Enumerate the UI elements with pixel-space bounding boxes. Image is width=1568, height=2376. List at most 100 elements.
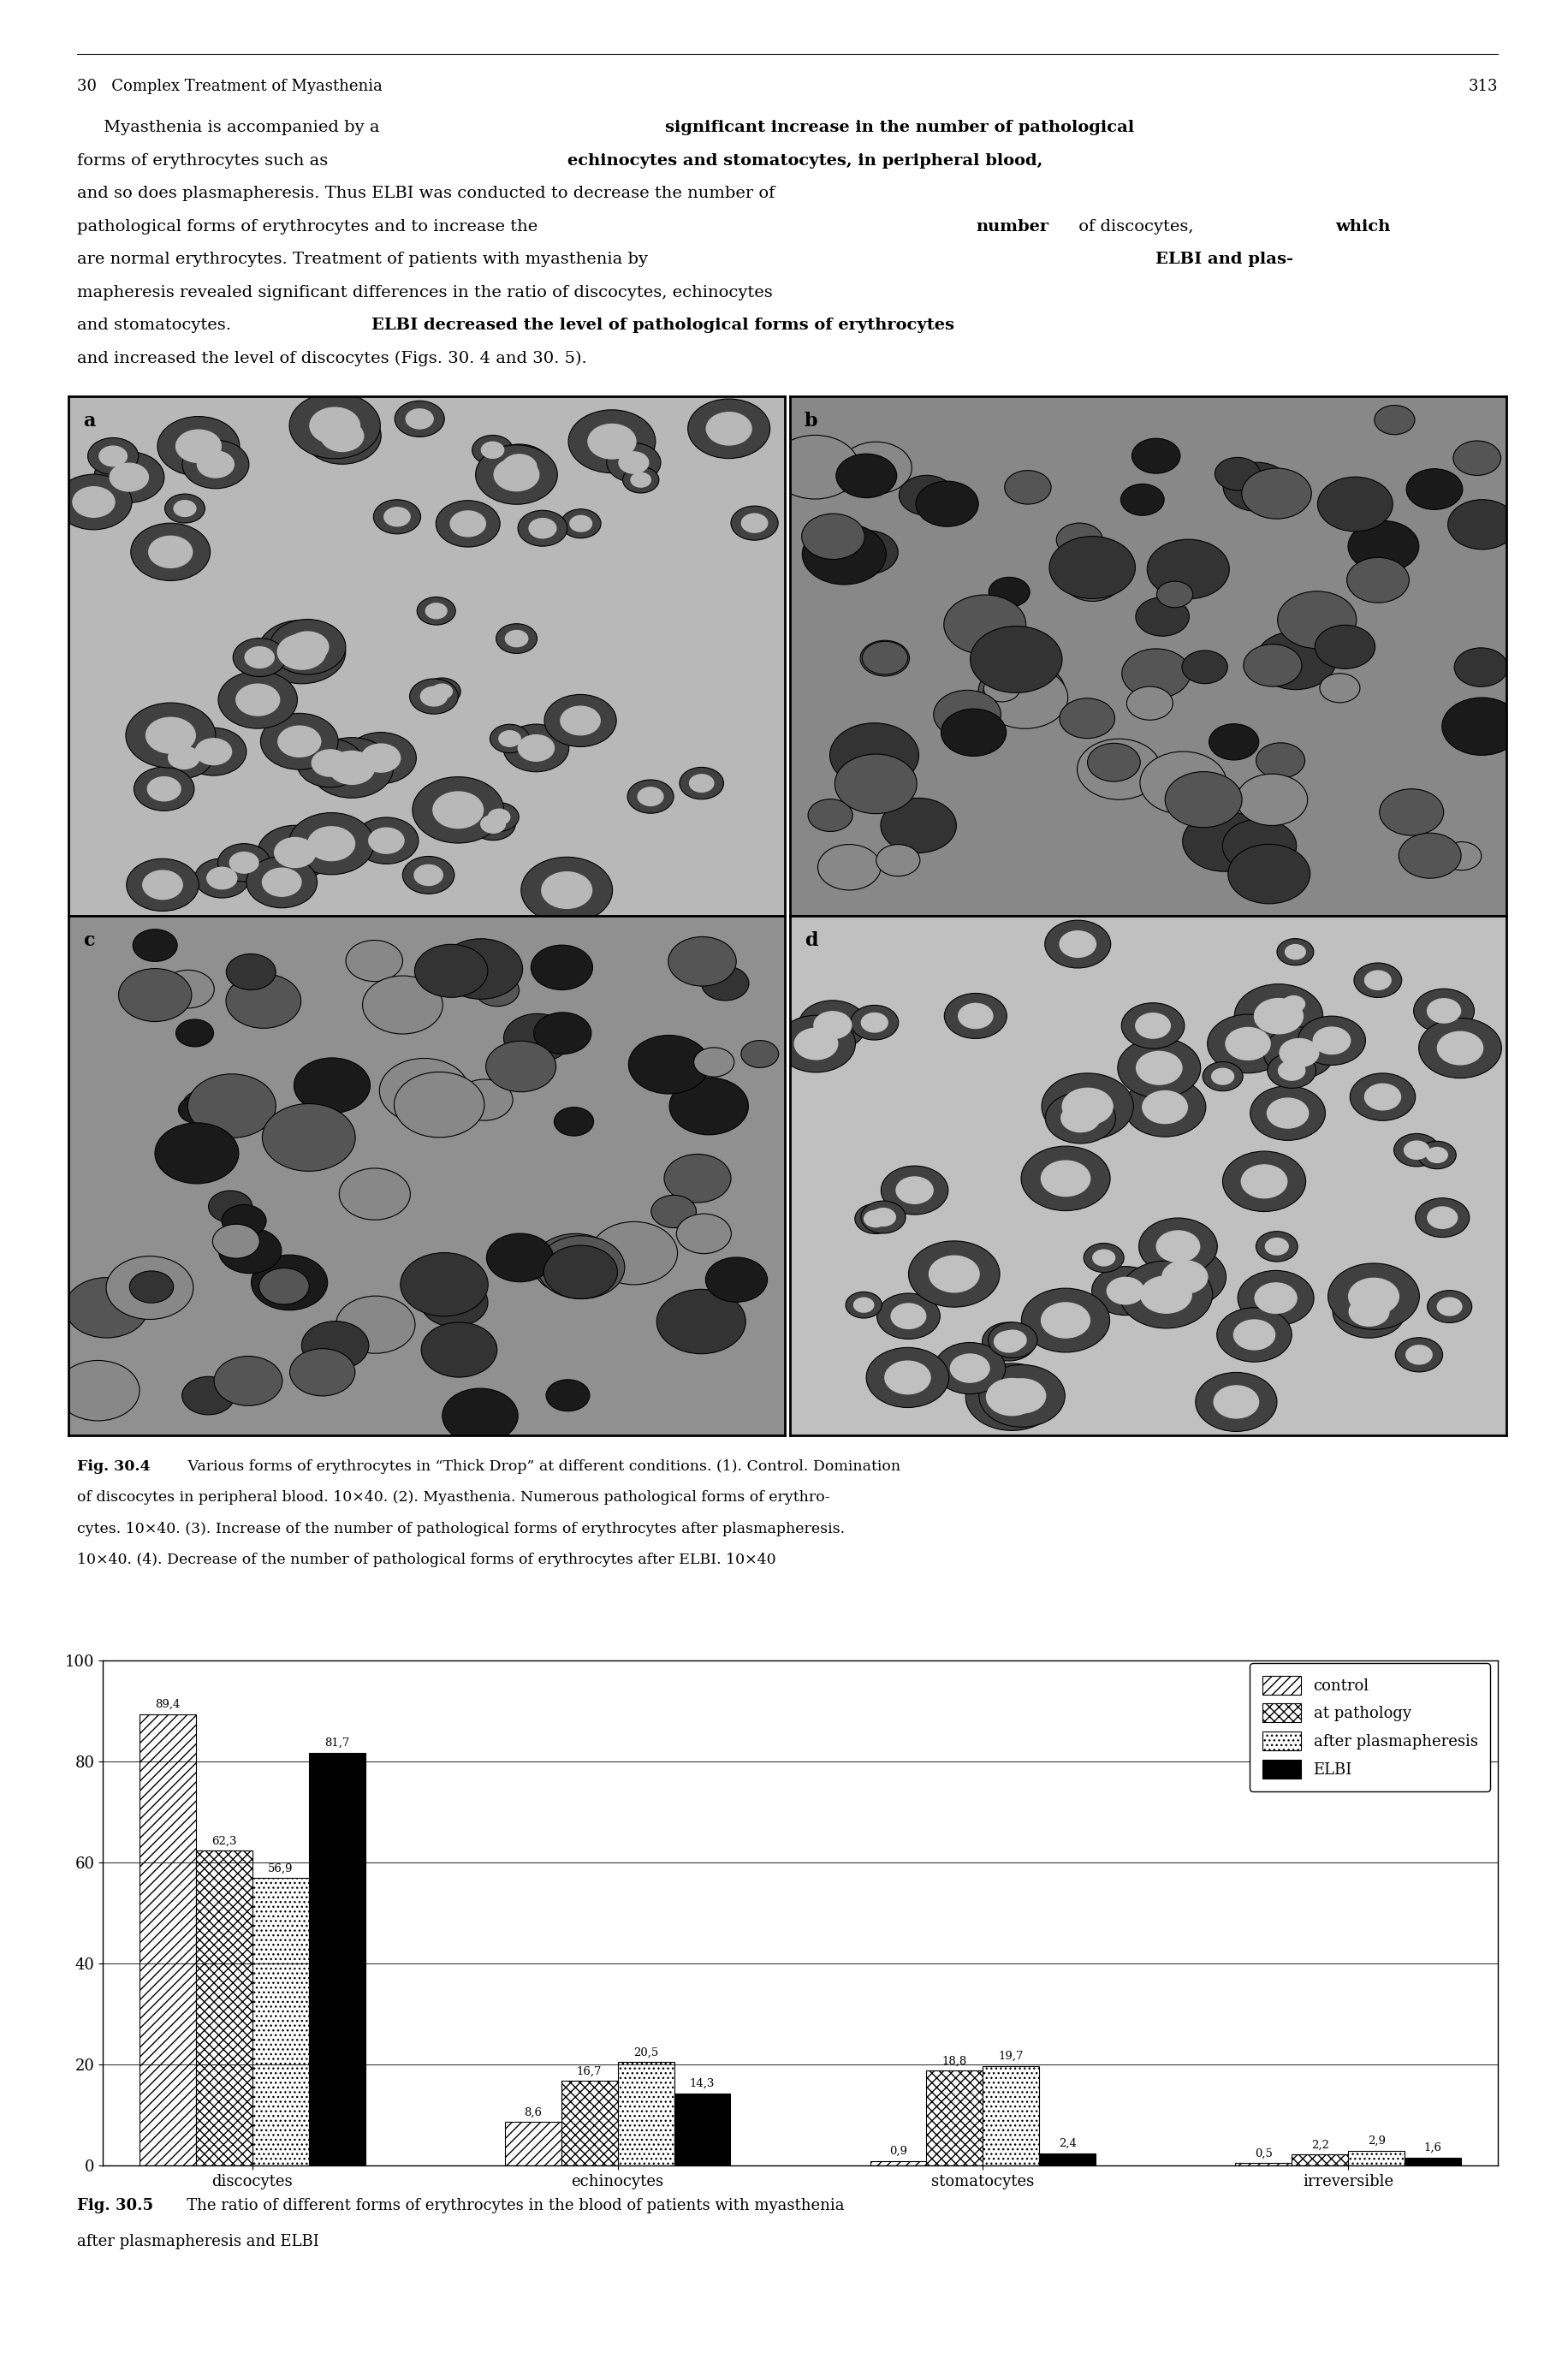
Circle shape	[517, 734, 554, 760]
Circle shape	[1262, 1091, 1309, 1126]
Circle shape	[1405, 468, 1461, 508]
Circle shape	[568, 409, 655, 473]
Circle shape	[1364, 972, 1391, 991]
Circle shape	[986, 1378, 1036, 1416]
Circle shape	[1055, 523, 1102, 556]
Circle shape	[503, 725, 569, 772]
Circle shape	[1331, 1285, 1405, 1338]
Circle shape	[701, 967, 748, 1000]
Circle shape	[978, 1364, 1065, 1428]
Circle shape	[1107, 1278, 1143, 1304]
Circle shape	[345, 941, 403, 981]
Text: 20,5: 20,5	[633, 2046, 659, 2058]
Circle shape	[638, 786, 663, 805]
Circle shape	[1378, 789, 1443, 836]
Circle shape	[165, 494, 205, 523]
Circle shape	[1232, 1319, 1275, 1350]
Circle shape	[1058, 931, 1096, 958]
Circle shape	[1348, 1074, 1414, 1121]
Text: 81,7: 81,7	[325, 1737, 350, 1749]
Circle shape	[1181, 651, 1226, 684]
Circle shape	[157, 416, 240, 475]
Circle shape	[409, 680, 458, 715]
Circle shape	[533, 1012, 591, 1055]
Circle shape	[99, 447, 127, 466]
Text: of discocytes,: of discocytes,	[1073, 219, 1198, 235]
Circle shape	[226, 974, 301, 1029]
Circle shape	[234, 639, 285, 677]
Circle shape	[982, 1323, 1035, 1361]
Circle shape	[486, 1233, 554, 1283]
Bar	[674, 2093, 731, 2165]
Circle shape	[320, 421, 364, 451]
Circle shape	[950, 1354, 989, 1383]
Circle shape	[618, 451, 648, 473]
Bar	[309, 1753, 365, 2165]
Circle shape	[1413, 988, 1474, 1034]
Circle shape	[246, 858, 317, 908]
Circle shape	[554, 1107, 593, 1136]
Circle shape	[1203, 1062, 1242, 1091]
Circle shape	[194, 858, 249, 898]
Bar	[505, 2122, 561, 2165]
Text: 89,4: 89,4	[155, 1699, 180, 1711]
Circle shape	[1262, 1026, 1334, 1079]
Bar	[870, 2160, 927, 2165]
Circle shape	[1240, 1164, 1286, 1198]
Circle shape	[1267, 1098, 1308, 1129]
Circle shape	[1279, 1038, 1319, 1067]
Circle shape	[1182, 810, 1265, 872]
Circle shape	[1364, 1083, 1400, 1110]
Circle shape	[503, 1015, 571, 1062]
Circle shape	[1417, 1140, 1455, 1169]
Text: 8,6: 8,6	[524, 2108, 541, 2117]
Circle shape	[1058, 699, 1115, 739]
Legend: control, at pathology, after plasmapheresis, ELBI: control, at pathology, after plasmaphere…	[1250, 1663, 1490, 1792]
Circle shape	[226, 953, 276, 991]
Circle shape	[670, 1076, 748, 1136]
Bar	[1040, 2153, 1096, 2165]
Circle shape	[1123, 1079, 1206, 1136]
Circle shape	[489, 725, 528, 753]
Circle shape	[1276, 939, 1312, 965]
Circle shape	[1278, 1062, 1305, 1081]
Circle shape	[1143, 1247, 1226, 1307]
Circle shape	[533, 1233, 618, 1295]
Circle shape	[1243, 644, 1301, 687]
Circle shape	[988, 577, 1029, 606]
Circle shape	[1348, 1278, 1399, 1314]
Circle shape	[505, 630, 527, 646]
Circle shape	[688, 775, 713, 791]
Circle shape	[1417, 1017, 1501, 1079]
Circle shape	[546, 1380, 590, 1411]
Circle shape	[1221, 820, 1295, 872]
Circle shape	[1234, 984, 1322, 1048]
Text: and so does plasmapheresis. Thus ELBI was conducted to decrease the number of: and so does plasmapheresis. Thus ELBI wa…	[77, 185, 775, 202]
Circle shape	[257, 620, 345, 684]
Circle shape	[1447, 499, 1516, 549]
Circle shape	[1414, 1198, 1469, 1238]
Circle shape	[1041, 1074, 1132, 1140]
Circle shape	[538, 1236, 624, 1300]
Circle shape	[287, 632, 328, 663]
Circle shape	[861, 1012, 887, 1031]
Circle shape	[174, 501, 196, 516]
Circle shape	[1254, 632, 1336, 689]
Text: after plasmapheresis and ELBI: after plasmapheresis and ELBI	[77, 2233, 318, 2250]
Circle shape	[155, 737, 212, 779]
Circle shape	[1392, 1133, 1438, 1167]
Circle shape	[1083, 1243, 1123, 1274]
Circle shape	[994, 1331, 1022, 1352]
Circle shape	[475, 974, 519, 1007]
Circle shape	[1297, 1017, 1364, 1064]
Text: 14,3: 14,3	[690, 2079, 715, 2089]
Circle shape	[1245, 475, 1286, 504]
Circle shape	[56, 1361, 140, 1421]
Circle shape	[629, 1036, 709, 1093]
Text: which: which	[1334, 219, 1389, 235]
Circle shape	[881, 1167, 947, 1214]
Circle shape	[456, 948, 502, 981]
Circle shape	[891, 1304, 925, 1328]
Text: are normal erythrocytes. Treatment of patients with myasthenia by: are normal erythrocytes. Treatment of pa…	[77, 252, 652, 266]
Text: Myasthenia is accompanied by a: Myasthenia is accompanied by a	[77, 121, 384, 135]
